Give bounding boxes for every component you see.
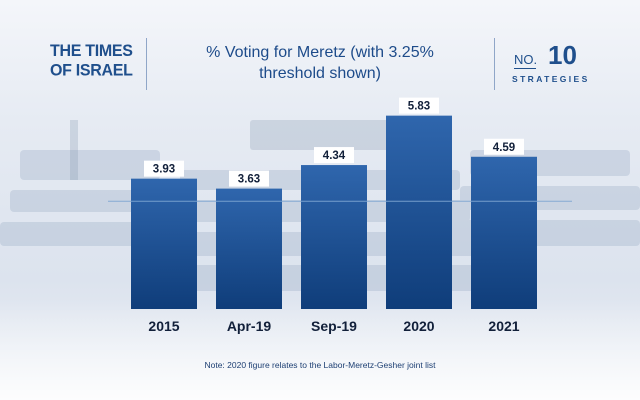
logo-no-label: NO. — [514, 52, 538, 67]
data-label: 5.83 — [408, 101, 430, 113]
data-label: 3.93 — [153, 164, 175, 176]
chart-note: Note: 2020 figure relates to the Labor-M… — [204, 360, 436, 370]
data-label: 4.59 — [493, 142, 515, 154]
times-of-israel-logo: THE TIMES OF ISRAEL — [50, 41, 140, 81]
chart-title: % Voting for Meretz (with 3.25% threshol… — [160, 42, 480, 84]
logo-no-underline — [514, 68, 536, 69]
header-divider-right — [494, 38, 495, 90]
bar-2021 — [471, 156, 537, 309]
x-tick-label: 2015 — [148, 318, 179, 334]
data-label-box — [229, 170, 269, 187]
bar-apr-19 — [216, 188, 282, 309]
data-label: 4.34 — [323, 150, 346, 162]
logo-number: 10 — [548, 40, 577, 70]
logo-strategies-word: STRATEGIES — [512, 74, 590, 84]
x-tick-label: 2020 — [403, 318, 434, 334]
header-divider-left — [146, 38, 147, 90]
data-label-box — [399, 97, 439, 114]
bar-2015 — [131, 178, 197, 309]
data-label-box — [314, 147, 354, 164]
data-label-box — [484, 138, 524, 155]
chart-title-line1: % Voting for Meretz (with 3.25% — [206, 44, 434, 61]
logo-left-line2: OF ISRAEL — [50, 62, 133, 80]
header: THE TIMES OF ISRAEL % Voting for Meretz … — [0, 0, 640, 100]
chart-title-line2: threshold shown) — [259, 65, 381, 82]
x-tick-label: Apr-19 — [227, 318, 272, 334]
bar-2020 — [386, 115, 452, 309]
x-tick-label: Sep-19 — [311, 318, 357, 334]
data-label-box — [144, 160, 184, 177]
bar-sep-19 — [301, 165, 367, 309]
logo-left-line1: THE TIMES — [50, 42, 133, 60]
x-tick-label: 2021 — [488, 318, 519, 334]
data-label: 3.63 — [238, 174, 260, 186]
